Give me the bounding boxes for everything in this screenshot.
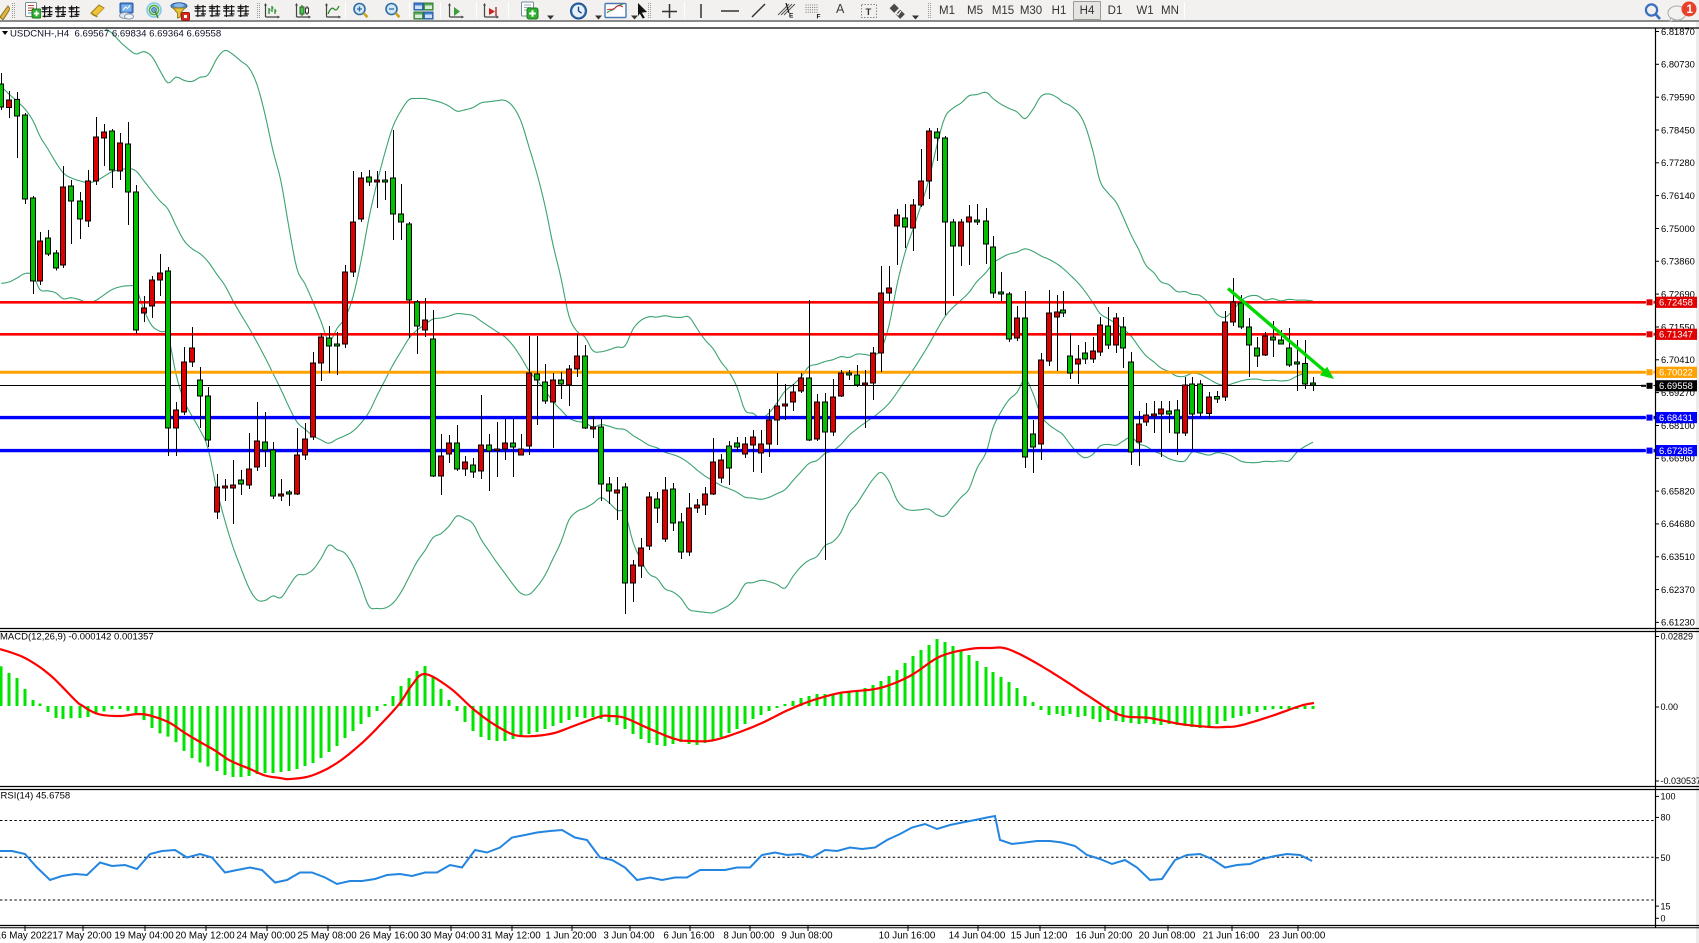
svg-text:6 Jun 16:00: 6 Jun 16:00 — [663, 931, 715, 942]
svg-text:6.78450: 6.78450 — [1661, 124, 1695, 135]
svg-text:0.02829: 0.02829 — [1661, 632, 1694, 642]
svg-text:6.71550: 6.71550 — [1661, 321, 1695, 332]
svg-text:19 May 04:00: 19 May 04:00 — [114, 931, 174, 942]
svg-text:6.61230: 6.61230 — [1661, 617, 1695, 628]
svg-text:15: 15 — [1661, 901, 1671, 911]
svg-text:17 May 20:00: 17 May 20:00 — [52, 931, 112, 942]
svg-text:6.71347: 6.71347 — [1659, 329, 1693, 340]
svg-text:6.70410: 6.70410 — [1661, 354, 1695, 365]
svg-text:6.70022: 6.70022 — [1659, 367, 1693, 378]
svg-text:25 May 08:00: 25 May 08:00 — [297, 931, 357, 942]
svg-text:16 May 2022: 16 May 2022 — [0, 931, 52, 942]
svg-text:30 May 04:00: 30 May 04:00 — [420, 931, 480, 942]
svg-text:-0.030537: -0.030537 — [1661, 776, 1699, 786]
svg-text:6.75000: 6.75000 — [1661, 223, 1695, 234]
svg-text:6.81870: 6.81870 — [1661, 26, 1695, 37]
svg-text:6.63510: 6.63510 — [1661, 551, 1695, 562]
svg-text:6.72690: 6.72690 — [1661, 288, 1695, 299]
svg-text:26 May 16:00: 26 May 16:00 — [359, 931, 419, 942]
svg-text:23 Jun 00:00: 23 Jun 00:00 — [1269, 931, 1326, 942]
svg-text:6.62370: 6.62370 — [1661, 584, 1695, 595]
svg-text:6.69270: 6.69270 — [1661, 387, 1695, 398]
svg-text:9 Jun 08:00: 9 Jun 08:00 — [781, 931, 833, 942]
svg-text:6.67285: 6.67285 — [1659, 445, 1693, 456]
svg-text:6.79590: 6.79590 — [1661, 92, 1695, 103]
svg-text:6.77280: 6.77280 — [1661, 157, 1695, 168]
svg-text:6.65820: 6.65820 — [1661, 485, 1695, 496]
svg-text:8 Jun 00:00: 8 Jun 00:00 — [723, 931, 775, 942]
svg-text:F: F — [817, 14, 821, 21]
svg-text:0.00: 0.00 — [1661, 702, 1679, 712]
svg-text:MACD(12,26,9) -0.000142 0.0013: MACD(12,26,9) -0.000142 0.001357 — [0, 632, 154, 643]
svg-text:1 Jun 20:00: 1 Jun 20:00 — [545, 931, 597, 942]
svg-text:24 May 00:00: 24 May 00:00 — [236, 931, 296, 942]
svg-text:6.68100: 6.68100 — [1661, 420, 1695, 431]
svg-text:20 Jun 08:00: 20 Jun 08:00 — [1139, 931, 1196, 942]
svg-text:6.66960: 6.66960 — [1661, 453, 1695, 464]
svg-text:15 Jun 12:00: 15 Jun 12:00 — [1011, 931, 1068, 942]
svg-text:6.76140: 6.76140 — [1661, 190, 1695, 201]
svg-text:6.68431: 6.68431 — [1659, 412, 1693, 423]
svg-text:T: T — [866, 7, 872, 18]
svg-text:21 Jun 16:00: 21 Jun 16:00 — [1203, 931, 1260, 942]
svg-text:31 May 12:00: 31 May 12:00 — [481, 931, 541, 942]
svg-text:E: E — [789, 13, 794, 20]
svg-text:10 Jun 16:00: 10 Jun 16:00 — [879, 931, 936, 942]
svg-text:20 May 12:00: 20 May 12:00 — [175, 931, 235, 942]
svg-text:14 Jun 04:00: 14 Jun 04:00 — [949, 931, 1006, 942]
svg-text:3 Jun 04:00: 3 Jun 04:00 — [603, 931, 655, 942]
svg-text:100: 100 — [1661, 792, 1676, 802]
svg-text:6.80730: 6.80730 — [1661, 59, 1695, 70]
svg-text:USDCNH-,H4 6.69567 6.69834 6.: USDCNH-,H4 6.69567 6.69834 6.69364 6.695… — [10, 29, 221, 40]
svg-text:0: 0 — [1661, 914, 1666, 924]
svg-text:6.73860: 6.73860 — [1661, 256, 1695, 267]
svg-text:6.72458: 6.72458 — [1659, 297, 1693, 308]
svg-text:6.64680: 6.64680 — [1661, 518, 1695, 529]
svg-text:80: 80 — [1661, 813, 1671, 823]
svg-text:6.69558: 6.69558 — [1659, 380, 1693, 391]
svg-text:RSI(14) 45.6758: RSI(14) 45.6758 — [1, 791, 71, 802]
svg-text:50: 50 — [1661, 853, 1671, 863]
svg-text:1: 1 — [1687, 4, 1694, 16]
svg-text:16 Jun 20:00: 16 Jun 20:00 — [1076, 931, 1133, 942]
